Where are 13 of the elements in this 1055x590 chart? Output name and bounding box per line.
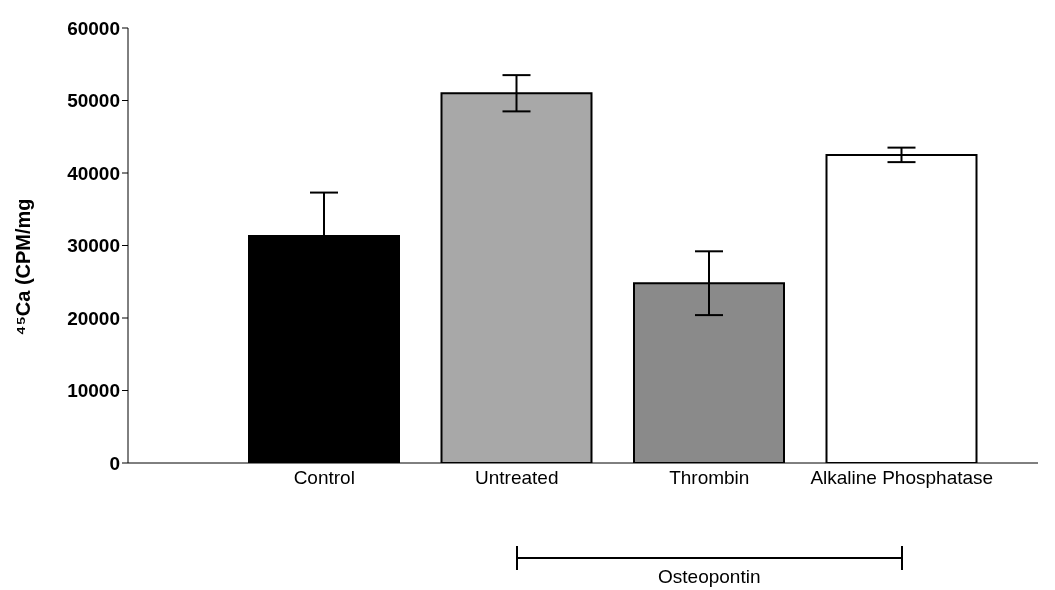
text: Osteopontin	[657, 566, 762, 588]
y-tick-label: 40000	[67, 162, 120, 184]
x-tick-label: Alkaline Phosphatase	[810, 467, 994, 489]
y-tick-label: 10000	[67, 380, 120, 402]
x-tick-label: Thrombin	[669, 467, 750, 489]
y-tick-label: 50000	[67, 90, 120, 112]
y-tick-label: 20000	[67, 307, 120, 329]
y-tick-label: 0	[109, 452, 120, 474]
y-tick-label: 60000	[67, 17, 120, 39]
x-tick-label: Untreated	[475, 467, 559, 489]
y-axis-title: ⁴⁵Ca (CPM/mg	[12, 198, 35, 336]
x-tick-label: Control	[293, 467, 355, 489]
y-tick-label: 30000	[67, 235, 120, 257]
